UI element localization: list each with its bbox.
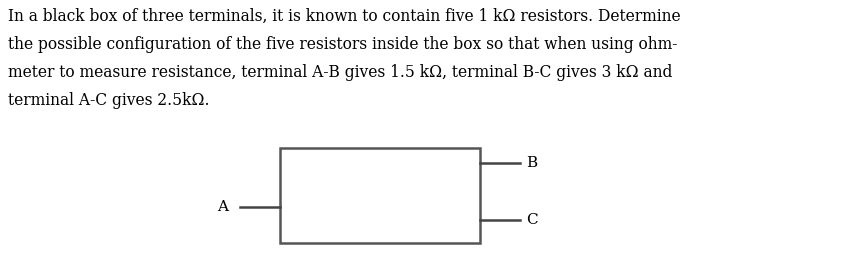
Bar — [280, 148, 480, 243]
Text: B: B — [526, 156, 537, 170]
Text: terminal A-C gives 2.5kΩ.: terminal A-C gives 2.5kΩ. — [8, 92, 210, 109]
Text: C: C — [526, 213, 537, 227]
Text: meter to measure resistance, terminal A-B gives 1.5 kΩ, terminal B-C gives 3 kΩ : meter to measure resistance, terminal A-… — [8, 64, 673, 81]
Text: the possible configuration of the five resistors inside the box so that when usi: the possible configuration of the five r… — [8, 36, 678, 53]
Text: In a black box of three terminals, it is known to contain five 1 kΩ resistors. D: In a black box of three terminals, it is… — [8, 8, 681, 25]
Text: A: A — [217, 200, 228, 214]
